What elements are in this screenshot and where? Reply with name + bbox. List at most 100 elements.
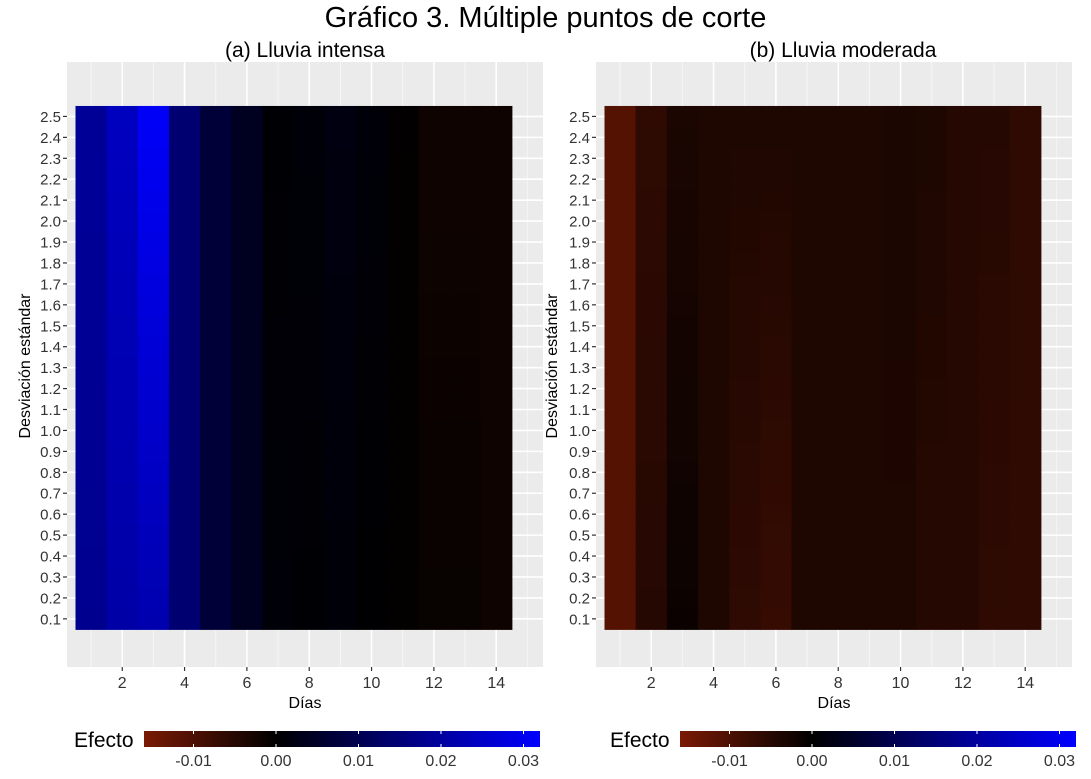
heatmap-cell (75, 273, 108, 295)
heatmap-cell (168, 231, 201, 254)
heatmap-cell (947, 357, 980, 379)
heatmap-cell (604, 608, 637, 630)
heatmap-cell (231, 545, 264, 568)
heatmap-cell (1009, 231, 1042, 254)
heatmap-cell (418, 378, 451, 400)
heatmap-cell (387, 399, 419, 421)
heatmap-cell (449, 315, 482, 337)
heatmap-cell (449, 440, 482, 463)
y-tick-label: 0.1 (40, 611, 61, 628)
y-tick-label: 0.5 (40, 528, 61, 545)
heatmap-cell (604, 210, 637, 233)
heatmap-cell (760, 399, 793, 421)
heatmap-cell (418, 566, 451, 589)
heatmap-cell (324, 168, 357, 191)
heatmap-cell (729, 482, 761, 505)
heatmap-cell (324, 210, 357, 233)
heatmap-cell (324, 294, 357, 316)
y-tick-label: 0.1 (569, 611, 590, 628)
y-tick-label: 0.6 (569, 507, 590, 524)
heatmap-cell (480, 273, 513, 295)
heatmap-cell (387, 252, 419, 275)
heatmap-cell (200, 419, 232, 442)
heatmap-cell (791, 294, 824, 316)
heatmap-cell (480, 503, 513, 526)
heatmap-cell (978, 378, 1011, 400)
x-tick-label: 4 (709, 675, 718, 692)
heatmap-cell (760, 315, 793, 337)
heatmap-cell (635, 315, 668, 337)
heatmap-cell (1009, 566, 1042, 589)
heatmap-cell (791, 545, 824, 568)
heatmap-cell (978, 315, 1011, 337)
heatmap-cell (853, 587, 886, 609)
heatmap-cell (262, 524, 295, 547)
heatmap-cell (75, 587, 108, 609)
heatmap-cell (75, 524, 108, 547)
heatmap-cell (262, 294, 295, 316)
heatmap-cell (293, 608, 326, 630)
heatmap-cell (200, 315, 232, 337)
heatmap-cell (137, 524, 170, 547)
heatmap-cell (978, 545, 1011, 568)
heatmap-cell (697, 399, 730, 421)
heatmap-cell (355, 419, 388, 442)
heatmap-cell (697, 566, 730, 589)
heatmap-cell (355, 126, 388, 149)
y-tick-label: 2.3 (40, 151, 61, 168)
heatmap-cell (635, 147, 668, 170)
heatmap-cell (106, 399, 139, 421)
heatmap-cell (916, 273, 948, 295)
heatmap-cell (791, 189, 824, 212)
heatmap-cell (635, 461, 668, 484)
heatmap-cell (106, 524, 139, 547)
heatmap-cell (449, 231, 482, 254)
heatmap-cell (293, 315, 326, 337)
heatmap-cell (853, 503, 886, 526)
heatmap-cell (853, 378, 886, 400)
heatmap-cell (418, 294, 451, 316)
heatmap-cell (1009, 189, 1042, 212)
y-tick-label: 1.7 (569, 276, 590, 293)
heatmap-cell (666, 168, 699, 191)
heatmap-cell (1009, 419, 1042, 442)
heatmap-cell (697, 461, 730, 484)
heatmap-cell (200, 294, 232, 316)
heatmap-cell (978, 566, 1011, 589)
heatmap-cell (853, 147, 886, 170)
y-tick-label: 1.0 (569, 423, 590, 440)
heatmap-cell (604, 461, 637, 484)
heatmap-cell (635, 294, 668, 316)
heatmap-cell (449, 210, 482, 233)
legend-tick-label: 0.00 (260, 753, 291, 770)
heatmap-cell (137, 273, 170, 295)
heatmap-cell (324, 357, 357, 379)
heatmap-cell (822, 399, 855, 421)
heatmap-cell (604, 252, 637, 275)
heatmap-cell (978, 336, 1011, 358)
y-tick-label: 0.5 (569, 528, 590, 545)
heatmap-cell (697, 294, 730, 316)
heatmap-cell (75, 545, 108, 568)
heatmap-cell (262, 168, 295, 191)
heatmap-cell (978, 461, 1011, 484)
heatmap-cell (387, 461, 419, 484)
heatmap-cell (1009, 357, 1042, 379)
heatmap-cell (791, 378, 824, 400)
heatmap-cell (604, 105, 637, 128)
heatmap-cell (884, 273, 917, 295)
heatmap-cell (822, 608, 855, 630)
heatmap-cell (978, 210, 1011, 233)
heatmap-cell (106, 168, 139, 191)
heatmap-cell (293, 105, 326, 128)
heatmap-cell (355, 440, 388, 463)
heatmap-cell (635, 357, 668, 379)
heatmap-cell (1009, 545, 1042, 568)
heatmap-cell (324, 315, 357, 337)
y-tick-label: 0.8 (40, 465, 61, 482)
heatmap-cell (231, 126, 264, 149)
heatmap-cell (262, 336, 295, 358)
heatmap-cell (760, 587, 793, 609)
heatmap-cell (822, 503, 855, 526)
heatmap-cell (262, 503, 295, 526)
